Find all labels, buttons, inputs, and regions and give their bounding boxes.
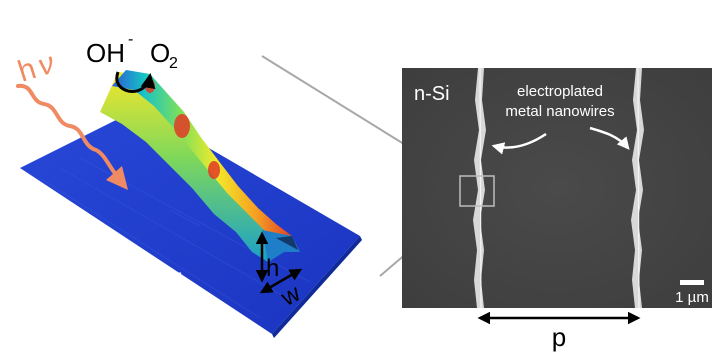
- product-label: O: [150, 38, 170, 68]
- reactant-charge: -: [128, 31, 133, 48]
- scale-bar: [680, 280, 704, 285]
- nanowire-left: [473, 68, 486, 308]
- annotation-arrow-right: [589, 126, 630, 150]
- nanowire-ridge-top: [112, 70, 292, 244]
- pitch-label: p: [552, 322, 566, 352]
- reaction-arrow: [115, 71, 156, 93]
- annotation-line-1: electroplated: [517, 83, 603, 100]
- scale-bar-label: 1 µm: [675, 289, 709, 306]
- sem-image: [402, 67, 712, 309]
- reactant-label: OH: [86, 38, 125, 68]
- height-label: h: [266, 255, 279, 282]
- substrate-edge: [272, 236, 362, 338]
- afm-3d-surface: [16, 70, 362, 338]
- annotation-line-2: metal nanowires: [505, 103, 614, 120]
- substrate-label-right: n-Si: [414, 83, 450, 105]
- width-dimension-arrow: [259, 268, 303, 294]
- photon-arrow: [16, 83, 116, 174]
- substrate-label-left: n-Si: [140, 269, 183, 296]
- sem-background: [402, 68, 712, 308]
- magnified-region-box: [459, 175, 495, 207]
- photon-arrowhead: [106, 166, 128, 190]
- product-subscript: 2: [169, 55, 178, 72]
- annotation-arrow-left: [491, 132, 547, 155]
- nanowire-right: [631, 68, 644, 308]
